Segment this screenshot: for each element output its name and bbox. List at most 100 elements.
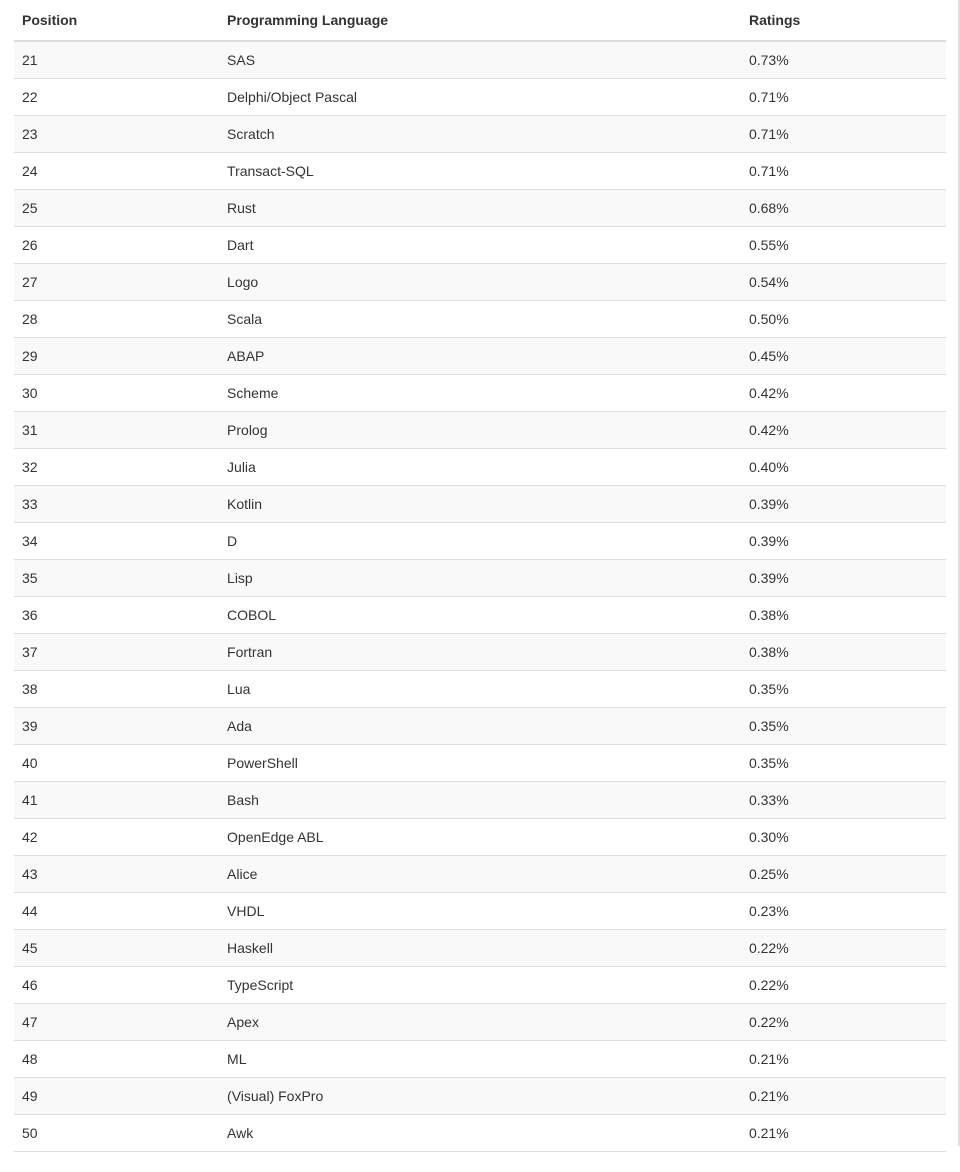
cell-position: 26 — [14, 227, 219, 264]
cell-language: Julia — [219, 449, 741, 486]
cell-position: 33 — [14, 486, 219, 523]
cell-position: 24 — [14, 153, 219, 190]
table-header-row: Position Programming Language Ratings — [14, 0, 946, 41]
cell-rating: 0.71% — [741, 153, 946, 190]
cell-rating: 0.73% — [741, 41, 946, 79]
cell-position: 35 — [14, 560, 219, 597]
table-row: 47Apex0.22% — [14, 1004, 946, 1041]
cell-language: TypeScript — [219, 967, 741, 1004]
cell-language: ML — [219, 1041, 741, 1078]
cell-language: PowerShell — [219, 745, 741, 782]
cell-rating: 0.22% — [741, 930, 946, 967]
cell-language: ABAP — [219, 338, 741, 375]
cell-rating: 0.22% — [741, 967, 946, 1004]
cell-language: COBOL — [219, 597, 741, 634]
cell-rating: 0.39% — [741, 523, 946, 560]
cell-position: 42 — [14, 819, 219, 856]
table-body: 21SAS0.73%22Delphi/Object Pascal0.71%23S… — [14, 41, 946, 1152]
cell-rating: 0.42% — [741, 412, 946, 449]
table-row: 24Transact-SQL0.71% — [14, 153, 946, 190]
cell-language: Lua — [219, 671, 741, 708]
table-row: 45Haskell0.22% — [14, 930, 946, 967]
cell-language: D — [219, 523, 741, 560]
table-row: 48ML0.21% — [14, 1041, 946, 1078]
cell-rating: 0.54% — [741, 264, 946, 301]
cell-language: Rust — [219, 190, 741, 227]
table-row: 25Rust0.68% — [14, 190, 946, 227]
cell-language: Prolog — [219, 412, 741, 449]
table-row: 31Prolog0.42% — [14, 412, 946, 449]
cell-position: 28 — [14, 301, 219, 338]
col-header-language[interactable]: Programming Language — [219, 0, 741, 41]
cell-rating: 0.33% — [741, 782, 946, 819]
cell-rating: 0.21% — [741, 1041, 946, 1078]
table-row: 40PowerShell0.35% — [14, 745, 946, 782]
cell-rating: 0.35% — [741, 708, 946, 745]
cell-position: 29 — [14, 338, 219, 375]
cell-language: Scratch — [219, 116, 741, 153]
table-container: Position Programming Language Ratings 21… — [0, 0, 960, 1172]
col-header-position[interactable]: Position — [14, 0, 219, 41]
cell-language: Scheme — [219, 375, 741, 412]
cell-language: Ada — [219, 708, 741, 745]
cell-rating: 0.68% — [741, 190, 946, 227]
table-row: 46TypeScript0.22% — [14, 967, 946, 1004]
col-header-ratings[interactable]: Ratings — [741, 0, 946, 41]
table-row: 35Lisp0.39% — [14, 560, 946, 597]
cell-language: Alice — [219, 856, 741, 893]
table-row: 27Logo0.54% — [14, 264, 946, 301]
cell-position: 37 — [14, 634, 219, 671]
cell-language: Haskell — [219, 930, 741, 967]
cell-rating: 0.35% — [741, 671, 946, 708]
cell-language: Bash — [219, 782, 741, 819]
table-row: 42OpenEdge ABL0.30% — [14, 819, 946, 856]
cell-position: 44 — [14, 893, 219, 930]
cell-position: 46 — [14, 967, 219, 1004]
cell-position: 27 — [14, 264, 219, 301]
cell-position: 41 — [14, 782, 219, 819]
table-row: 37Fortran0.38% — [14, 634, 946, 671]
table-row: 43Alice0.25% — [14, 856, 946, 893]
cell-rating: 0.21% — [741, 1078, 946, 1115]
table-row: 21SAS0.73% — [14, 41, 946, 79]
cell-position: 45 — [14, 930, 219, 967]
cell-language: VHDL — [219, 893, 741, 930]
table-header: Position Programming Language Ratings — [14, 0, 946, 41]
table-row: 49(Visual) FoxPro0.21% — [14, 1078, 946, 1115]
cell-rating: 0.40% — [741, 449, 946, 486]
cell-position: 39 — [14, 708, 219, 745]
cell-position: 23 — [14, 116, 219, 153]
cell-position: 31 — [14, 412, 219, 449]
cell-position: 43 — [14, 856, 219, 893]
cell-language: Fortran — [219, 634, 741, 671]
cell-language: Transact-SQL — [219, 153, 741, 190]
cell-rating: 0.42% — [741, 375, 946, 412]
table-row: 36COBOL0.38% — [14, 597, 946, 634]
language-ranking-table: Position Programming Language Ratings 21… — [14, 0, 946, 1152]
cell-rating: 0.39% — [741, 486, 946, 523]
cell-rating: 0.35% — [741, 745, 946, 782]
cell-language: Delphi/Object Pascal — [219, 79, 741, 116]
cell-rating: 0.22% — [741, 1004, 946, 1041]
table-row: 41Bash0.33% — [14, 782, 946, 819]
cell-position: 49 — [14, 1078, 219, 1115]
table-row: 28Scala0.50% — [14, 301, 946, 338]
table-row: 34D0.39% — [14, 523, 946, 560]
cell-position: 47 — [14, 1004, 219, 1041]
cell-language: Scala — [219, 301, 741, 338]
table-row: 44VHDL0.23% — [14, 893, 946, 930]
cell-rating: 0.45% — [741, 338, 946, 375]
table-row: 22Delphi/Object Pascal0.71% — [14, 79, 946, 116]
cell-position: 30 — [14, 375, 219, 412]
cell-rating: 0.71% — [741, 79, 946, 116]
cell-position: 38 — [14, 671, 219, 708]
cell-rating: 0.38% — [741, 597, 946, 634]
cell-language: SAS — [219, 41, 741, 79]
cell-position: 40 — [14, 745, 219, 782]
table-row: 33Kotlin0.39% — [14, 486, 946, 523]
cell-rating: 0.50% — [741, 301, 946, 338]
cell-language: Dart — [219, 227, 741, 264]
cell-rating: 0.30% — [741, 819, 946, 856]
cell-position: 22 — [14, 79, 219, 116]
cell-language: Kotlin — [219, 486, 741, 523]
